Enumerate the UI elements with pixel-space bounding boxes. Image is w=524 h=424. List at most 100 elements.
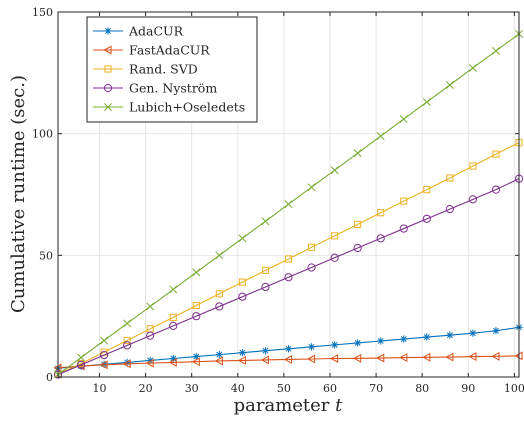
data-point [331,232,339,240]
y-tick-label: 50 [39,249,53,262]
data-point [468,64,477,72]
x-tick-label: 90 [461,382,475,395]
data-point [377,209,385,217]
data-point [169,285,178,294]
data-point [238,278,246,286]
data-point [446,174,454,182]
data-point [376,234,385,243]
legend-label: AdaCUR [128,24,184,39]
data-point [468,195,477,204]
data-point [492,327,500,335]
legend-marker [104,103,112,111]
data-point [307,343,316,351]
data-point [192,312,201,321]
legend-label: Lubich+Oseledets [129,100,245,115]
y-tick-label: 150 [32,6,53,19]
data-point [260,355,270,365]
data-point [192,268,201,277]
data-point [238,349,246,357]
data-point [122,359,131,369]
legend-label: Gen. Nyström [129,81,217,96]
x-tick-label: 70 [369,382,383,395]
data-point [77,353,86,362]
data-point [445,205,454,214]
data-point [100,336,109,345]
data-point [283,355,293,364]
data-point [191,357,200,367]
data-point [422,352,431,362]
data-point [192,301,200,310]
data-point [423,333,431,341]
data-point [353,149,362,158]
data-point [215,351,223,359]
x-tick-label: 60 [323,382,337,395]
data-point [307,263,316,272]
data-point [423,186,431,194]
data-point [330,253,339,262]
series-gen-nystr-m [53,174,524,379]
data-point [215,251,224,260]
data-point [306,354,316,364]
data-point [99,360,108,370]
data-point [261,347,270,355]
x-tick-label: 100 [504,382,524,395]
series-rand-svd [54,139,523,378]
data-point [146,302,155,311]
data-point [169,354,177,363]
data-point [469,329,477,337]
legend-entry: Rand. SVD [93,62,198,77]
y-tick-label: 0 [46,371,53,384]
data-point [192,352,200,361]
legend-label: FastAdaCUR [129,43,210,58]
x-tick-label: 20 [139,382,153,395]
data-point [399,115,408,124]
data-point [169,321,178,330]
x-axis-label-text: parameter [234,395,330,416]
legend-label: Rand. SVD [129,62,198,77]
data-point [123,341,132,350]
data-point [307,183,316,192]
data-point [237,356,246,365]
data-point [376,132,385,141]
data-point [284,273,293,282]
data-point [491,351,500,361]
legend-entry: Gen. Nyström [93,81,217,96]
data-point [123,319,132,328]
legend-marker [104,27,112,35]
data-point [284,200,293,209]
data-point [354,220,362,228]
legend-entry: Lubich+Oseledets [93,100,245,115]
data-point [399,224,408,233]
x-tick-label: 80 [415,382,429,395]
data-point [169,313,177,321]
data-point [261,282,270,292]
data-point [354,339,362,347]
legend-marker [103,83,113,93]
legend-entry: AdaCUR [93,24,184,39]
x-axis-label: parameter t [234,395,344,416]
data-point [422,98,431,106]
data-point [331,341,339,349]
data-point [376,353,385,363]
data-point [422,214,431,223]
ticks: 10 20 30 40 50 60 70 80 90 100 0 50 100 150 [32,6,524,395]
legend-entry: FastAdaCUR [93,43,210,58]
data-point [284,345,293,353]
x-tick-label: 10 [92,382,106,395]
data-point [215,302,224,311]
data-point [307,243,316,251]
data-point [214,356,223,366]
plot-frame [57,11,520,378]
legend-marker [103,45,112,55]
data-point [145,358,154,368]
data-point [469,162,477,170]
data-point [261,266,270,274]
data-point [352,353,362,363]
x-tick-label: 40 [231,382,245,395]
data-point [123,336,131,345]
data-point [491,185,501,194]
x-tick-label: 30 [185,382,199,395]
data-point [238,292,247,301]
y-tick-label: 100 [32,128,53,141]
